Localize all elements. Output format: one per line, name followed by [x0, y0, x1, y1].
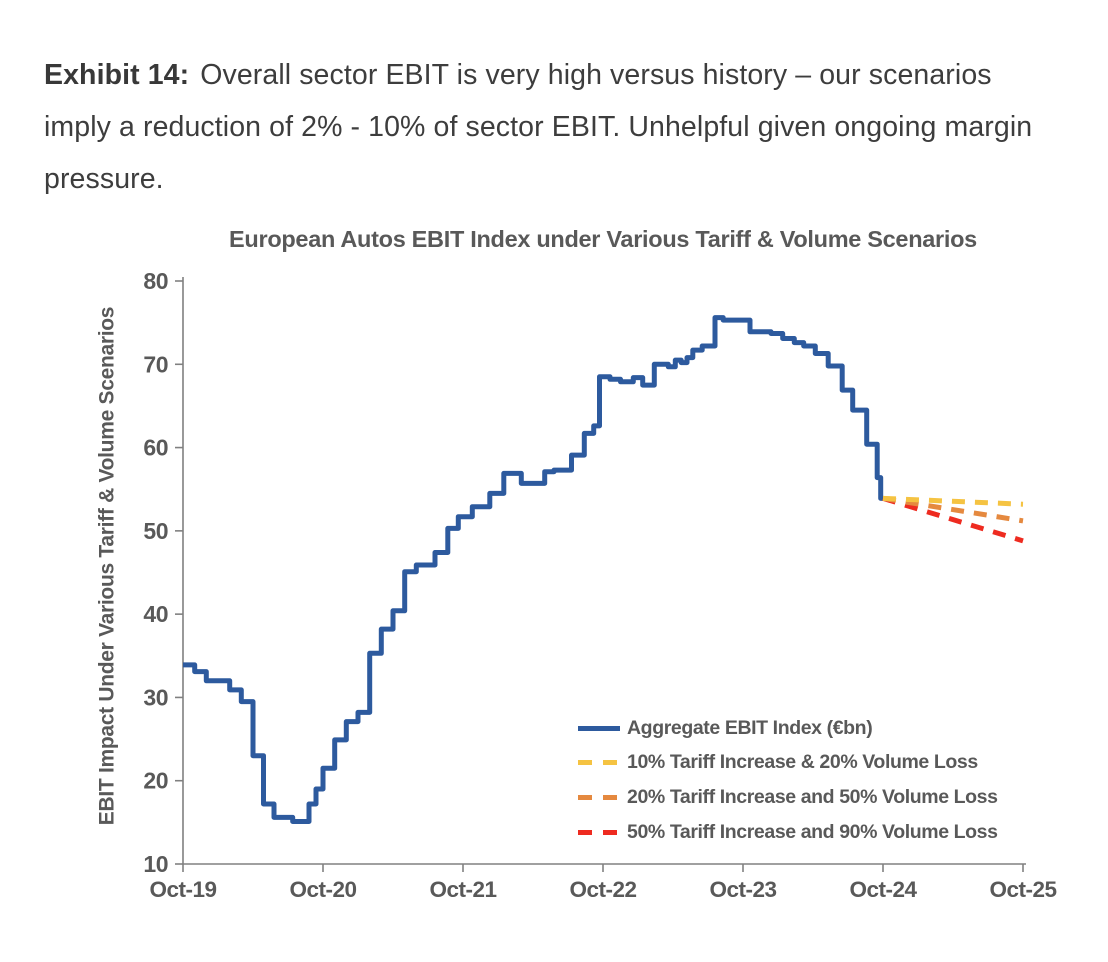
legend-item-scenario-20pct: 20% Tariff Increase and 50% Volume Loss: [578, 780, 998, 815]
legend-swatch-dashed-line-icon: [578, 829, 620, 835]
exhibit-caption: Exhibit 14: Overall sector EBIT is very h…: [44, 49, 1060, 205]
exhibit-number-label: Exhibit 14:: [44, 58, 190, 91]
x-tick-label: Oct-19: [149, 877, 216, 902]
legend-label: Aggregate EBIT Index (€bn): [627, 716, 873, 739]
legend-label: 50% Tariff Increase and 90% Volume Loss: [627, 820, 998, 843]
legend-item-scenario-10pct: 10% Tariff Increase & 20% Volume Loss: [578, 746, 998, 781]
legend-item-aggregate: Aggregate EBIT Index (€bn): [578, 711, 998, 746]
legend-label: 20% Tariff Increase and 50% Volume Loss: [627, 785, 998, 808]
legend-item-scenario-50pct: 50% Tariff Increase and 90% Volume Loss: [578, 815, 998, 850]
scenario-line-3: [882, 495, 1024, 544]
y-tick-label: 20: [143, 768, 168, 794]
chart-legend: Aggregate EBIT Index (€bn) 10% Tariff In…: [578, 711, 998, 849]
x-tick-label: Oct-21: [429, 877, 496, 902]
exhibit-caption-text: Overall sector EBIT is very high versus …: [44, 58, 1033, 195]
legend-swatch-dashed-line-icon: [578, 794, 620, 800]
x-tick-label: Oct-20: [289, 877, 356, 902]
legend-swatch-solid-line-icon: [578, 725, 620, 731]
y-tick-label: 10: [143, 851, 168, 877]
y-tick-label: 30: [143, 684, 168, 710]
aggregate-ebit-line: [183, 315, 884, 824]
x-tick-label: Oct-25: [989, 877, 1056, 902]
x-tick-label: Oct-24: [849, 877, 917, 902]
chart-title: European Autos EBIT Index under Various …: [229, 226, 977, 252]
y-tick-label: 80: [143, 268, 168, 294]
y-tick-label: 50: [143, 518, 168, 544]
x-tick-label: Oct-23: [709, 877, 776, 902]
x-tick-label: Oct-22: [569, 877, 636, 902]
scenario-line-1: [882, 495, 1024, 507]
legend-label: 10% Tariff Increase & 20% Volume Loss: [627, 751, 978, 774]
legend-swatch-dashed-line-icon: [578, 760, 620, 766]
scenario-line-2: [882, 495, 1024, 524]
y-tick-label: 60: [143, 435, 168, 461]
y-tick-label: 70: [143, 351, 168, 377]
y-tick-label: 40: [143, 601, 168, 627]
